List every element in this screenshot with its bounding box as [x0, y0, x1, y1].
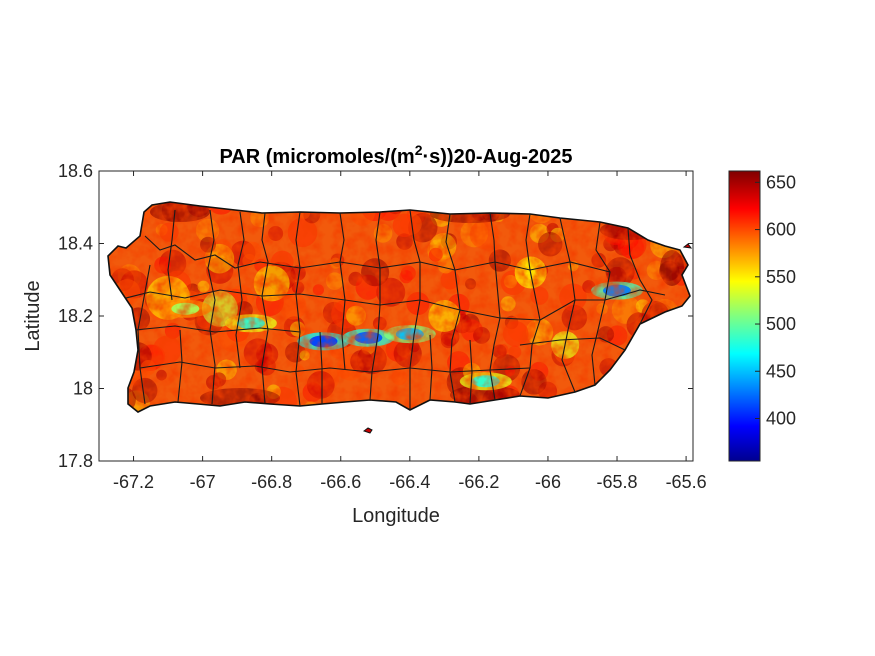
x-tick-label: -67.2	[113, 472, 154, 492]
y-tick-label: 18.4	[58, 234, 93, 254]
boundary	[235, 211, 245, 369]
boundary	[489, 212, 501, 401]
islet-caja-de-muertos	[362, 427, 373, 434]
boundary	[339, 212, 346, 371]
boundary	[144, 235, 611, 273]
colorbar	[728, 170, 761, 462]
colorbar-tick-label: 650	[766, 172, 796, 192]
boundary	[117, 289, 541, 321]
boundary	[167, 209, 176, 301]
x-tick-label: -66.8	[251, 472, 292, 492]
colorbar-tick-label: 400	[766, 408, 796, 428]
x-tick-label: -66.6	[320, 472, 361, 492]
x-tick-label: -66.4	[389, 472, 430, 492]
y-tick-label: 17.8	[58, 451, 93, 471]
boundary	[445, 213, 461, 403]
boundary	[409, 209, 421, 410]
boundary	[139, 361, 531, 373]
boundary	[134, 325, 301, 333]
colorbar-tick-label: 550	[766, 267, 796, 287]
boundary	[207, 209, 216, 405]
boundary	[177, 329, 183, 403]
boundary	[369, 211, 381, 401]
x-axis: -67.2 -67 -66.8 -66.6 -66.4 -66.2 -66 -65.8 -65.…	[113, 171, 707, 492]
heat-texture	[108, 202, 690, 412]
chart-title: PAR (micromoles/(m2·s))20-Aug-2025	[219, 142, 572, 168]
x-tick-label: -66	[535, 472, 561, 492]
boundary	[429, 334, 433, 401]
boundary	[137, 264, 151, 405]
y-axis: 17.8 18 18.2 18.4 18.6	[58, 161, 693, 471]
y-tick-label: 18.2	[58, 306, 93, 326]
boundary	[469, 339, 473, 405]
boundary	[627, 227, 653, 325]
islet-east	[682, 243, 693, 249]
colorbar-ticks: 400 450 500 550 600 650	[755, 172, 796, 428]
boundary	[295, 211, 301, 407]
boundary	[519, 337, 626, 351]
colorbar-tick-label: 450	[766, 361, 796, 381]
colorbar-tick-label: 500	[766, 314, 796, 334]
x-tick-label: -65.6	[666, 472, 707, 492]
boundary	[319, 331, 323, 404]
municipality-boundaries	[117, 209, 666, 410]
x-tick-label: -66.2	[458, 472, 499, 492]
x-tick-label: -67	[190, 472, 216, 492]
colorbar-tick-label: 600	[766, 220, 796, 240]
y-tick-label: 18	[73, 379, 93, 399]
boundary	[261, 212, 269, 405]
x-axis-label: Longitude	[352, 505, 440, 527]
x-tick-label: -65.8	[597, 472, 638, 492]
y-axis-label: Latitude	[22, 280, 44, 351]
boundary	[539, 289, 666, 321]
y-tick-label: 18.6	[58, 161, 93, 181]
